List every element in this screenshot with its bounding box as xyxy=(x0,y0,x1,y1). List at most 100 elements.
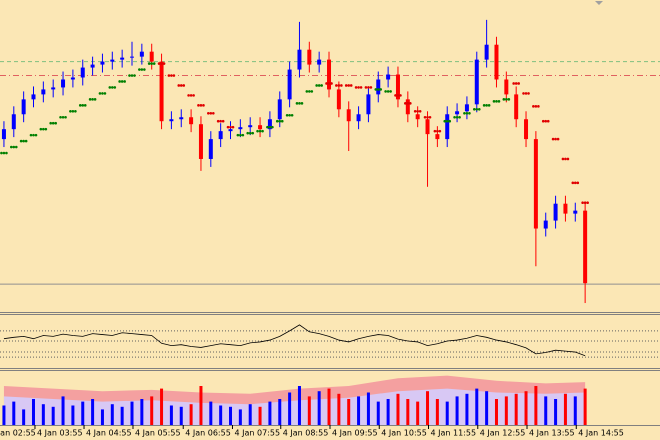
sar-dot xyxy=(335,84,338,87)
sar-dot xyxy=(271,125,274,129)
volume-bar xyxy=(376,401,380,425)
sar-dot xyxy=(143,68,146,71)
sar-dot xyxy=(475,107,479,111)
sar-dot xyxy=(239,133,242,137)
sar-dot xyxy=(202,104,205,107)
sar-dot xyxy=(59,115,62,119)
candle-body xyxy=(120,57,125,60)
volume-bar xyxy=(445,401,449,425)
candle-body xyxy=(297,49,302,70)
volume-bar xyxy=(229,406,233,425)
volume-bar xyxy=(534,386,538,425)
candle-body xyxy=(317,59,322,65)
candle-body xyxy=(90,64,95,68)
sar-dot xyxy=(103,92,107,95)
sar-dot xyxy=(428,115,432,119)
x-tick-label: 4 Jan 04:55 xyxy=(86,429,132,438)
sar-dot xyxy=(101,92,104,95)
volume-bar xyxy=(455,396,459,425)
volume-bar xyxy=(465,393,469,425)
sar-dot xyxy=(573,181,577,185)
candle-body xyxy=(277,99,282,120)
candle-body xyxy=(553,203,558,221)
sar-dot xyxy=(369,86,373,89)
sar-dot xyxy=(544,119,548,123)
sar-dot xyxy=(389,90,392,93)
x-tick-label: 4 Jan 06:55 xyxy=(185,429,231,438)
sar-dot xyxy=(231,125,235,129)
volume-bar xyxy=(199,386,203,425)
candle-body xyxy=(208,139,213,159)
sar-dot xyxy=(280,119,284,123)
sar-dot xyxy=(418,109,422,113)
sar-dot xyxy=(9,145,13,149)
sar-dot xyxy=(406,102,410,105)
candle-body xyxy=(179,117,184,120)
sar-dot xyxy=(492,100,496,103)
sar-dot xyxy=(505,98,508,101)
candle-body xyxy=(583,210,588,284)
volume-bar xyxy=(219,405,223,425)
sar-dot xyxy=(83,104,87,107)
sar-dot xyxy=(120,80,124,83)
candle-body xyxy=(445,114,450,140)
sar-dot xyxy=(308,90,311,93)
candle-body xyxy=(159,61,164,122)
sar-dot xyxy=(445,119,449,123)
sar-dot xyxy=(187,94,190,97)
sar-dot xyxy=(192,94,195,97)
x-tick-label: 4 Jan 12:55 xyxy=(480,429,526,438)
x-tick-label: 4 Jan 05:55 xyxy=(135,429,181,438)
sar-dot xyxy=(64,115,67,119)
candle-body xyxy=(287,69,292,100)
sar-dot xyxy=(221,119,225,123)
volume-bar xyxy=(31,399,35,425)
sar-dot xyxy=(241,133,245,137)
sar-dot xyxy=(256,129,259,133)
candle-body xyxy=(238,127,243,130)
volume-bar xyxy=(179,406,183,425)
sar-dot xyxy=(199,104,203,107)
sar-dot xyxy=(110,86,114,89)
sar-dot xyxy=(537,105,540,108)
sar-dot xyxy=(436,129,439,133)
sar-dot xyxy=(514,82,518,85)
candle-body xyxy=(228,129,233,132)
candle-body xyxy=(425,119,430,135)
volume-bar xyxy=(297,386,301,425)
x-tick-label: 4 Jan 11:55 xyxy=(431,429,477,438)
sar-dot xyxy=(330,82,333,85)
sar-dot xyxy=(189,94,193,97)
volume-bar xyxy=(544,396,548,425)
candle-body xyxy=(533,139,538,229)
x-tick-label: 4 Jan 07:55 xyxy=(234,429,280,438)
sar-dot xyxy=(290,113,294,117)
sar-dot xyxy=(458,115,461,119)
sar-dot xyxy=(179,84,183,87)
candle-body xyxy=(41,89,46,95)
sar-dot xyxy=(113,86,117,89)
sar-dot xyxy=(91,98,94,101)
sar-dot xyxy=(212,111,215,115)
volume-bar xyxy=(514,393,518,425)
sar-dot xyxy=(384,90,387,93)
sar-dot xyxy=(78,104,82,107)
volume-bar xyxy=(22,409,26,425)
sar-dot xyxy=(495,100,498,103)
sar-dot xyxy=(433,129,437,133)
sar-dot xyxy=(98,92,102,95)
candle-body xyxy=(415,114,420,120)
candle-body xyxy=(327,59,332,90)
sar-dot xyxy=(327,82,331,85)
sar-dot xyxy=(344,84,348,87)
sar-dot xyxy=(128,74,131,77)
sar-dot xyxy=(463,111,466,115)
volume-bar xyxy=(12,401,16,425)
sar-dot xyxy=(14,145,18,149)
candle-body xyxy=(405,99,410,115)
volume-bar xyxy=(583,388,587,425)
volume-bar xyxy=(130,401,134,425)
oscillator-line xyxy=(3,324,586,357)
candle-body xyxy=(218,131,223,140)
candle-body xyxy=(110,59,115,62)
